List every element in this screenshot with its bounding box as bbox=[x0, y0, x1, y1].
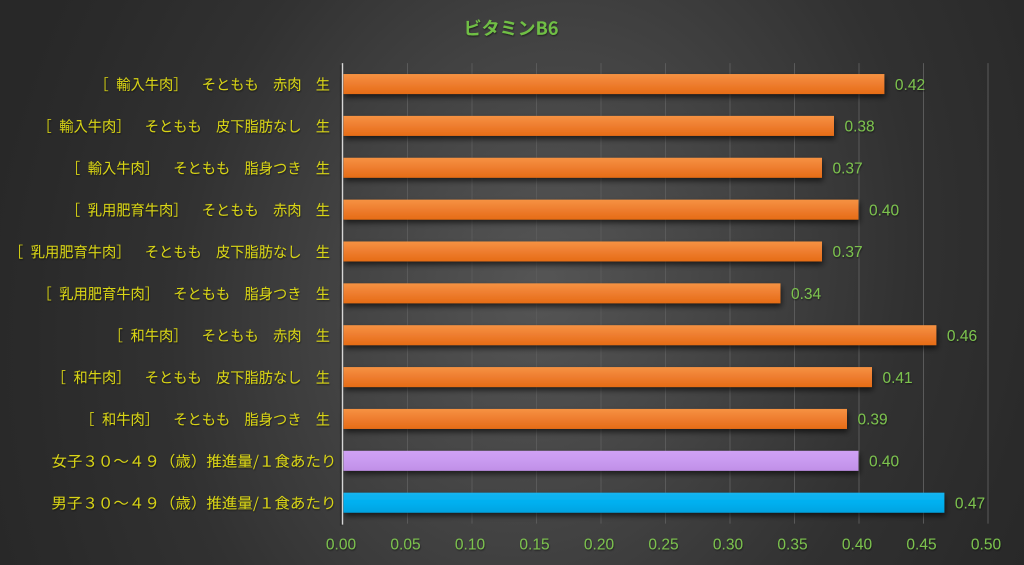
svg-text:0.25: 0.25 bbox=[648, 537, 678, 554]
svg-text:0.41: 0.41 bbox=[883, 370, 913, 387]
svg-text:0.40: 0.40 bbox=[869, 202, 900, 219]
svg-text:0.15: 0.15 bbox=[519, 537, 549, 554]
svg-text:0.39: 0.39 bbox=[858, 412, 888, 429]
svg-text:0.34: 0.34 bbox=[791, 286, 822, 303]
svg-text:0.05: 0.05 bbox=[390, 537, 420, 554]
svg-text:0.42: 0.42 bbox=[895, 77, 925, 94]
svg-text:0.10: 0.10 bbox=[455, 537, 486, 554]
svg-text:0.50: 0.50 bbox=[971, 537, 1002, 554]
svg-text:0.45: 0.45 bbox=[906, 537, 936, 554]
svg-text:0.40: 0.40 bbox=[842, 537, 873, 554]
svg-text:0.38: 0.38 bbox=[845, 119, 875, 136]
svg-text:0.37: 0.37 bbox=[833, 244, 863, 261]
svg-text:0.47: 0.47 bbox=[955, 495, 985, 512]
svg-text:0.46: 0.46 bbox=[947, 328, 977, 345]
svg-text:0.40: 0.40 bbox=[869, 454, 900, 471]
svg-text:0.35: 0.35 bbox=[777, 537, 807, 554]
svg-text:0.30: 0.30 bbox=[713, 537, 744, 554]
svg-text:0.37: 0.37 bbox=[833, 161, 863, 178]
svg-text:0.20: 0.20 bbox=[584, 537, 615, 554]
svg-text:0.00: 0.00 bbox=[326, 537, 357, 554]
